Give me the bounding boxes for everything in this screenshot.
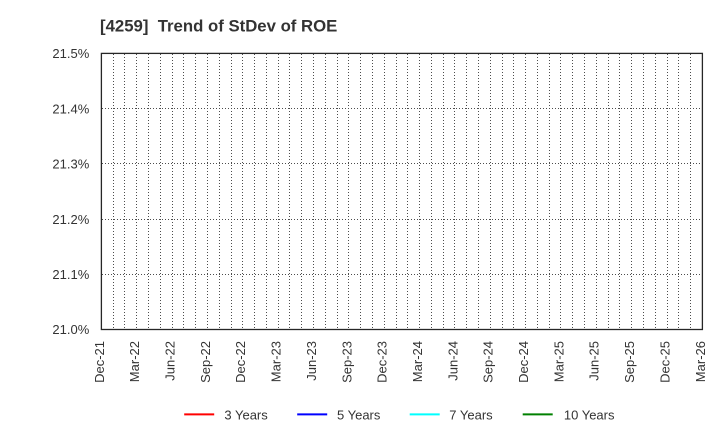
svg-text:Mar-22: Mar-22 bbox=[127, 341, 142, 382]
svg-text:Dec-23: Dec-23 bbox=[375, 341, 390, 383]
svg-text:10 Years: 10 Years bbox=[564, 408, 615, 423]
svg-text:Sep-22: Sep-22 bbox=[198, 341, 213, 383]
svg-text:Mar-24: Mar-24 bbox=[410, 341, 425, 382]
svg-text:Dec-22: Dec-22 bbox=[233, 341, 248, 383]
svg-text:21.4%: 21.4% bbox=[52, 101, 89, 116]
svg-text:21.2%: 21.2% bbox=[52, 212, 89, 227]
svg-text:[4259] Trend of StDev of ROE: [4259] Trend of StDev of ROE bbox=[100, 17, 337, 36]
svg-text:21.1%: 21.1% bbox=[52, 267, 89, 282]
svg-text:Jun-23: Jun-23 bbox=[304, 341, 319, 381]
svg-text:Jun-24: Jun-24 bbox=[445, 341, 460, 381]
svg-text:Jun-22: Jun-22 bbox=[163, 341, 178, 381]
svg-text:5 Years: 5 Years bbox=[337, 408, 381, 423]
svg-text:Dec-21: Dec-21 bbox=[92, 341, 107, 383]
svg-text:21.0%: 21.0% bbox=[52, 322, 89, 337]
svg-text:21.5%: 21.5% bbox=[52, 46, 89, 61]
svg-text:3 Years: 3 Years bbox=[224, 408, 268, 423]
svg-text:Mar-26: Mar-26 bbox=[693, 341, 708, 382]
svg-text:7 Years: 7 Years bbox=[449, 408, 493, 423]
svg-text:Mar-25: Mar-25 bbox=[551, 341, 566, 382]
svg-text:Sep-23: Sep-23 bbox=[339, 341, 354, 383]
svg-text:Dec-24: Dec-24 bbox=[516, 341, 531, 383]
svg-text:21.3%: 21.3% bbox=[52, 157, 89, 172]
svg-text:Mar-23: Mar-23 bbox=[269, 341, 284, 382]
svg-text:Dec-25: Dec-25 bbox=[657, 341, 672, 383]
svg-text:Sep-24: Sep-24 bbox=[481, 341, 496, 383]
svg-text:Jun-25: Jun-25 bbox=[587, 341, 602, 381]
svg-text:Sep-25: Sep-25 bbox=[622, 341, 637, 383]
